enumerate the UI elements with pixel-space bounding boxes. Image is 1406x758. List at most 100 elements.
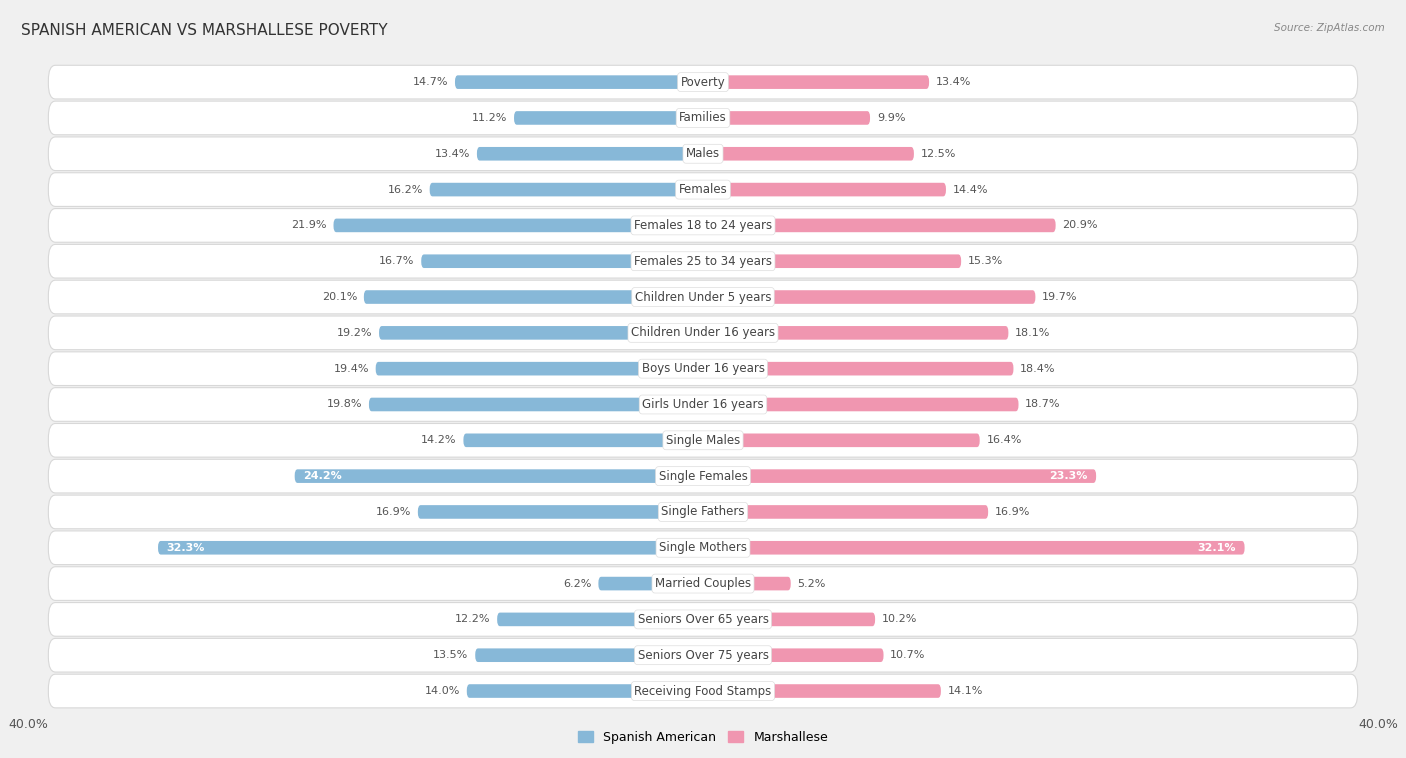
Text: 16.2%: 16.2% (388, 185, 423, 195)
FancyBboxPatch shape (48, 603, 1358, 636)
FancyBboxPatch shape (48, 280, 1358, 314)
Text: 10.2%: 10.2% (882, 615, 917, 625)
Text: 10.7%: 10.7% (890, 650, 925, 660)
Text: Single Mothers: Single Mothers (659, 541, 747, 554)
Text: 13.4%: 13.4% (434, 149, 470, 158)
Text: 32.1%: 32.1% (1198, 543, 1236, 553)
FancyBboxPatch shape (703, 469, 1097, 483)
Text: 12.5%: 12.5% (921, 149, 956, 158)
Text: 14.7%: 14.7% (413, 77, 449, 87)
Text: 20.9%: 20.9% (1063, 221, 1098, 230)
FancyBboxPatch shape (48, 173, 1358, 206)
Text: 11.2%: 11.2% (472, 113, 508, 123)
Text: Seniors Over 75 years: Seniors Over 75 years (637, 649, 769, 662)
Text: 19.7%: 19.7% (1042, 292, 1077, 302)
Text: 18.7%: 18.7% (1025, 399, 1060, 409)
FancyBboxPatch shape (703, 255, 962, 268)
Text: Females 18 to 24 years: Females 18 to 24 years (634, 219, 772, 232)
Text: Girls Under 16 years: Girls Under 16 years (643, 398, 763, 411)
Text: 14.0%: 14.0% (425, 686, 460, 696)
Text: 21.9%: 21.9% (291, 221, 326, 230)
FancyBboxPatch shape (48, 101, 1358, 135)
FancyBboxPatch shape (368, 398, 703, 412)
Text: 14.2%: 14.2% (422, 435, 457, 445)
FancyBboxPatch shape (703, 505, 988, 518)
Text: 15.3%: 15.3% (967, 256, 1002, 266)
FancyBboxPatch shape (48, 316, 1358, 349)
FancyBboxPatch shape (475, 648, 703, 662)
FancyBboxPatch shape (48, 674, 1358, 708)
FancyBboxPatch shape (703, 218, 1056, 232)
FancyBboxPatch shape (703, 111, 870, 125)
FancyBboxPatch shape (422, 255, 703, 268)
FancyBboxPatch shape (333, 218, 703, 232)
FancyBboxPatch shape (703, 75, 929, 89)
Text: 13.4%: 13.4% (936, 77, 972, 87)
Text: Females: Females (679, 183, 727, 196)
Text: 14.4%: 14.4% (953, 185, 988, 195)
FancyBboxPatch shape (48, 459, 1358, 493)
Text: 6.2%: 6.2% (564, 578, 592, 588)
FancyBboxPatch shape (456, 75, 703, 89)
Text: Families: Families (679, 111, 727, 124)
Legend: Spanish American, Marshallese: Spanish American, Marshallese (572, 725, 834, 749)
Text: Single Males: Single Males (666, 434, 740, 446)
FancyBboxPatch shape (48, 137, 1358, 171)
Text: 32.3%: 32.3% (166, 543, 205, 553)
FancyBboxPatch shape (48, 352, 1358, 386)
Text: Married Couples: Married Couples (655, 577, 751, 590)
Text: 16.7%: 16.7% (380, 256, 415, 266)
Text: 23.3%: 23.3% (1049, 471, 1088, 481)
FancyBboxPatch shape (380, 326, 703, 340)
Text: 18.1%: 18.1% (1015, 328, 1050, 338)
FancyBboxPatch shape (48, 65, 1358, 99)
Text: 5.2%: 5.2% (797, 578, 825, 588)
FancyBboxPatch shape (157, 541, 703, 555)
Text: 24.2%: 24.2% (304, 471, 342, 481)
FancyBboxPatch shape (48, 387, 1358, 421)
FancyBboxPatch shape (48, 638, 1358, 672)
FancyBboxPatch shape (703, 147, 914, 161)
Text: Children Under 5 years: Children Under 5 years (634, 290, 772, 303)
Text: Single Females: Single Females (658, 470, 748, 483)
Text: 14.1%: 14.1% (948, 686, 983, 696)
FancyBboxPatch shape (703, 684, 941, 698)
Text: 20.1%: 20.1% (322, 292, 357, 302)
FancyBboxPatch shape (703, 577, 790, 590)
FancyBboxPatch shape (48, 567, 1358, 600)
Text: SPANISH AMERICAN VS MARSHALLESE POVERTY: SPANISH AMERICAN VS MARSHALLESE POVERTY (21, 23, 388, 38)
Text: Males: Males (686, 147, 720, 160)
FancyBboxPatch shape (48, 495, 1358, 529)
FancyBboxPatch shape (48, 531, 1358, 565)
Text: 12.2%: 12.2% (456, 615, 491, 625)
FancyBboxPatch shape (375, 362, 703, 375)
FancyBboxPatch shape (703, 183, 946, 196)
FancyBboxPatch shape (703, 290, 1035, 304)
FancyBboxPatch shape (48, 208, 1358, 243)
FancyBboxPatch shape (467, 684, 703, 698)
Text: 13.5%: 13.5% (433, 650, 468, 660)
Text: Source: ZipAtlas.com: Source: ZipAtlas.com (1274, 23, 1385, 33)
Text: Females 25 to 34 years: Females 25 to 34 years (634, 255, 772, 268)
FancyBboxPatch shape (48, 424, 1358, 457)
Text: 19.4%: 19.4% (333, 364, 368, 374)
Text: Children Under 16 years: Children Under 16 years (631, 327, 775, 340)
Text: Receiving Food Stamps: Receiving Food Stamps (634, 684, 772, 697)
FancyBboxPatch shape (703, 648, 883, 662)
FancyBboxPatch shape (703, 434, 980, 447)
Text: 19.8%: 19.8% (326, 399, 363, 409)
FancyBboxPatch shape (48, 244, 1358, 278)
FancyBboxPatch shape (703, 541, 1244, 555)
Text: 9.9%: 9.9% (877, 113, 905, 123)
FancyBboxPatch shape (295, 469, 703, 483)
FancyBboxPatch shape (364, 290, 703, 304)
Text: Seniors Over 65 years: Seniors Over 65 years (637, 613, 769, 626)
Text: 16.9%: 16.9% (995, 507, 1031, 517)
FancyBboxPatch shape (703, 398, 1018, 412)
FancyBboxPatch shape (418, 505, 703, 518)
Text: Boys Under 16 years: Boys Under 16 years (641, 362, 765, 375)
FancyBboxPatch shape (477, 147, 703, 161)
Text: 16.9%: 16.9% (375, 507, 411, 517)
FancyBboxPatch shape (498, 612, 703, 626)
FancyBboxPatch shape (515, 111, 703, 125)
